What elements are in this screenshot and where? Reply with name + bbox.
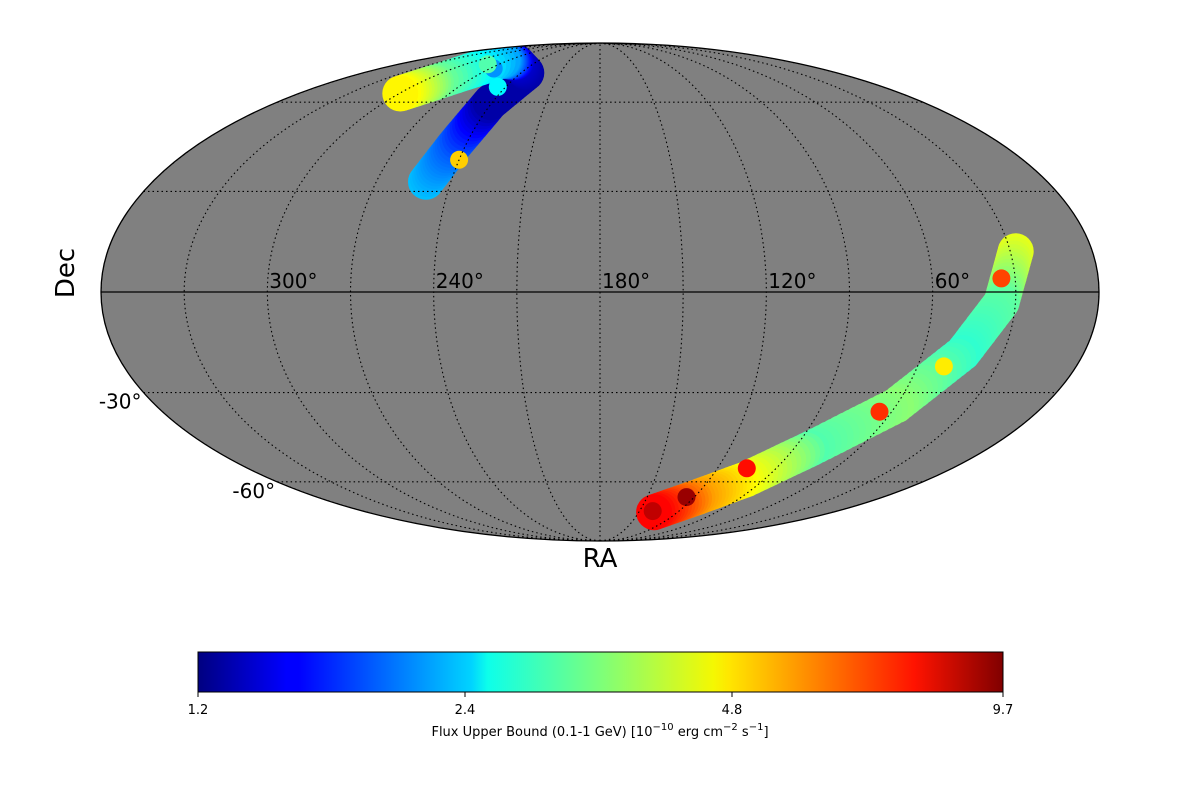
ra-tick-labels: 300° 240° 180° 120° 60°: [269, 269, 970, 293]
flux-region-1: [382, 43, 545, 200]
sky-outline: [100, 42, 1100, 542]
x-axis-label: RA: [583, 544, 618, 574]
y-axis-label: Dec: [51, 248, 81, 298]
colorbar-tick-label: 2.4: [455, 703, 476, 718]
ra-tick-label: 180°: [602, 269, 650, 293]
flux-hotspot: [737, 459, 756, 478]
ra-tick-label: 60°: [935, 269, 970, 293]
colorbar: [197, 651, 1004, 693]
flux-region-2: [636, 233, 1034, 531]
meridian-line: [599, 43, 851, 541]
dec-tick-label: -60°: [232, 479, 275, 503]
flux-hotspot: [870, 402, 889, 421]
flux-hotspot: [934, 357, 953, 376]
colorbar-tick-label: 4.8: [722, 703, 743, 718]
flux-hotspot: [478, 55, 497, 74]
flux-hotspot: [643, 502, 662, 521]
colorbar-tick-label: 1.2: [188, 703, 209, 718]
dec-tick-labels: -30° -60°: [99, 390, 275, 503]
colorbar-label: Flux Upper Bound (0.1-1 GeV) [10−10 erg …: [431, 722, 768, 740]
ra-tick-label: 120°: [768, 269, 816, 293]
flux-cell: [382, 75, 419, 112]
ra-tick-label: 240°: [436, 269, 484, 293]
flux-hotspot: [677, 488, 696, 507]
dec-tick-label: -30°: [99, 390, 142, 414]
ra-tick-label: 300°: [269, 269, 317, 293]
meridian-line: [349, 43, 601, 541]
flux-hotspot: [992, 269, 1011, 288]
colorbar-tick-label: 9.7: [993, 703, 1014, 718]
colorbar-ticks: 1.2 2.4 4.8 9.7: [188, 692, 1014, 718]
flux-hotspot: [488, 77, 507, 96]
flux-regions: [382, 43, 1034, 531]
